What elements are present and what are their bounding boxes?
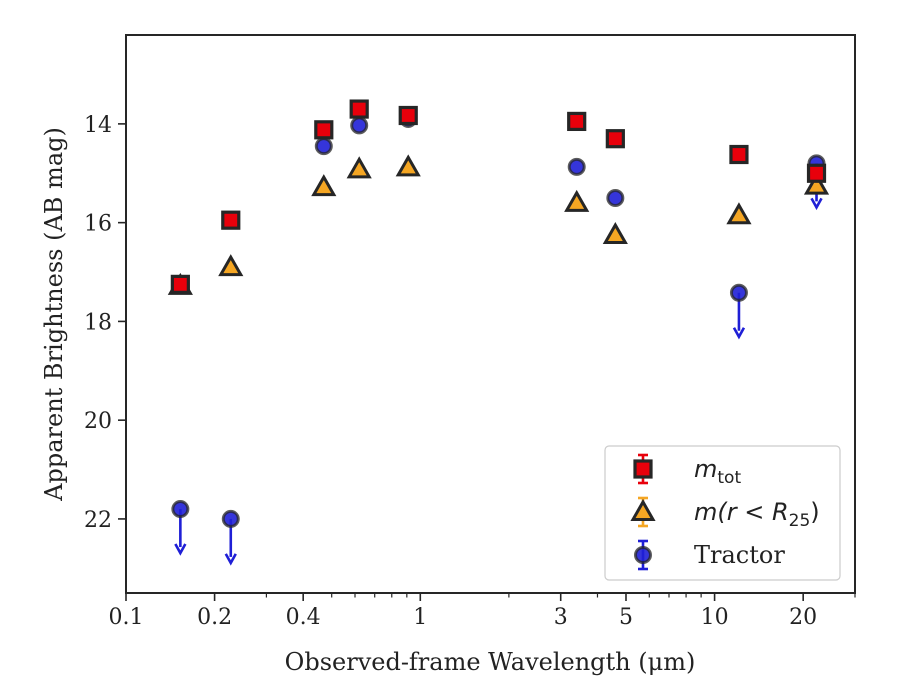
point-square bbox=[567, 111, 587, 132]
marks-layer bbox=[167, 99, 830, 566]
point-circle bbox=[606, 188, 625, 207]
x-tick-label: 20 bbox=[789, 605, 817, 630]
point-triangle bbox=[218, 254, 244, 277]
x-tick-label: 10 bbox=[701, 605, 729, 630]
legend-label: m(r < R25) bbox=[694, 498, 820, 531]
legend-item: Tractor bbox=[634, 539, 785, 571]
y-tick-label: 20 bbox=[84, 409, 112, 434]
arrow-head bbox=[810, 197, 823, 211]
point-triangle bbox=[311, 174, 337, 197]
arrow-head bbox=[224, 553, 237, 566]
point-square bbox=[170, 274, 190, 294]
ticks-layer: 0.1 0.2 0.4 1 3 5 10 20 14 16 18 20 22 bbox=[84, 113, 856, 630]
legend-marker-square bbox=[633, 459, 653, 479]
legend-item: m(r < R25) bbox=[630, 496, 820, 531]
point-square bbox=[221, 210, 241, 230]
x-tick-label: 0.1 bbox=[109, 605, 144, 630]
x-tick-label: 5 bbox=[619, 605, 633, 630]
point-circle bbox=[171, 500, 190, 519]
x-tick-label: 3 bbox=[554, 605, 568, 630]
point-circle bbox=[567, 157, 586, 176]
point-square bbox=[605, 129, 625, 149]
point-triangle bbox=[564, 189, 590, 212]
point-circle bbox=[350, 116, 369, 135]
point-triangle bbox=[602, 221, 628, 244]
point-triangle bbox=[395, 154, 421, 177]
point-triangle bbox=[726, 202, 752, 225]
point-triangle bbox=[346, 156, 372, 179]
x-tick-label: 0.2 bbox=[197, 605, 232, 630]
legend-marker-circle bbox=[634, 546, 652, 564]
legend-item: mtot bbox=[633, 453, 741, 488]
series-m-tot bbox=[170, 99, 827, 294]
arrow-head bbox=[174, 543, 187, 556]
point-square bbox=[349, 99, 369, 119]
point-square bbox=[806, 163, 827, 183]
legend-items: mtot m(r < R25) Tractor bbox=[630, 453, 820, 571]
y-tick-label: 18 bbox=[84, 310, 112, 335]
arrow-head bbox=[732, 327, 746, 340]
plot-frame bbox=[125, 34, 856, 594]
y-axis-label: Apparent Brightness (AB mag) bbox=[40, 127, 68, 502]
legend-label: Tractor bbox=[694, 541, 785, 569]
legend-marker-triangle bbox=[630, 498, 656, 521]
legend: mtot m(r < R25) Tractor bbox=[604, 445, 841, 581]
point-circle bbox=[729, 283, 748, 302]
y-tick-label: 14 bbox=[84, 113, 112, 138]
x-axis-label: Observed-frame Wavelength (μm) bbox=[285, 648, 696, 676]
y-tick-label: 22 bbox=[84, 508, 112, 533]
legend-label: mtot bbox=[694, 455, 741, 488]
point-circle bbox=[221, 509, 240, 528]
point-square bbox=[398, 105, 418, 126]
x-tick-label: 1 bbox=[413, 605, 427, 630]
x-tick-label: 0.4 bbox=[286, 605, 321, 630]
point-triangle bbox=[803, 172, 830, 195]
y-tick-label: 16 bbox=[84, 212, 112, 237]
point-circle bbox=[314, 137, 333, 156]
point-square bbox=[314, 120, 334, 140]
point-square bbox=[729, 144, 749, 165]
legend-box bbox=[604, 445, 841, 581]
